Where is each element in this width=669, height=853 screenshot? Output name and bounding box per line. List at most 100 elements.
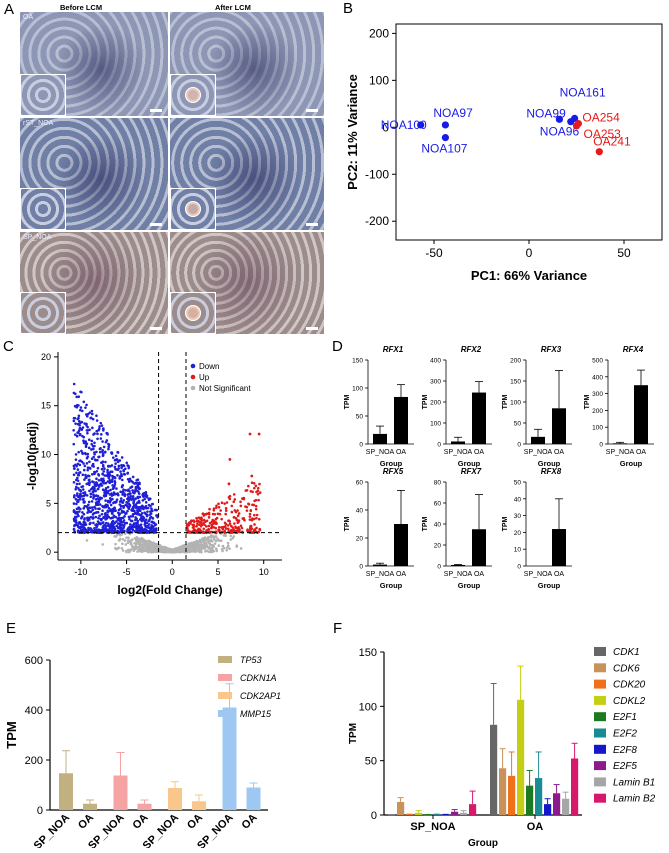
not-significant-point	[127, 536, 130, 540]
up-point	[205, 512, 209, 516]
down-point	[102, 445, 106, 449]
plot-frame	[395, 23, 663, 241]
down-point	[133, 491, 136, 495]
down-point	[123, 529, 126, 533]
down-point	[106, 500, 110, 504]
down-point	[81, 426, 85, 429]
down-point	[106, 468, 109, 472]
down-point	[106, 485, 110, 489]
down-point	[142, 516, 145, 520]
down-point	[80, 409, 84, 413]
down-point	[96, 432, 99, 436]
down-point	[151, 517, 155, 520]
down-point	[81, 488, 85, 491]
y-tick-label: 20	[356, 536, 364, 543]
down-point	[110, 451, 113, 454]
not-significant-point	[129, 542, 133, 546]
not-significant-point	[209, 539, 213, 542]
down-point	[80, 428, 84, 431]
up-point	[236, 521, 240, 525]
down-point	[72, 391, 76, 395]
bar	[469, 804, 477, 815]
down-point	[72, 464, 76, 468]
y-tick-label: 300	[430, 379, 441, 386]
down-point	[93, 486, 96, 490]
down-point	[90, 472, 94, 476]
x-tick-label: OA	[130, 812, 150, 832]
x-axis-label: Group	[538, 459, 561, 468]
not-significant-point	[154, 543, 157, 547]
x-tick-label: OA	[185, 812, 205, 832]
down-point	[136, 521, 139, 525]
down-point	[131, 509, 134, 513]
down-point	[102, 470, 106, 473]
down-point	[114, 462, 117, 465]
down-point	[94, 481, 98, 484]
pca-point-label: NOA99	[526, 106, 566, 120]
down-point	[124, 467, 127, 471]
down-point	[78, 526, 81, 530]
down-point	[133, 525, 136, 529]
down-point	[90, 529, 93, 533]
down-point	[110, 516, 114, 520]
legend-marker	[190, 385, 196, 391]
rfx-subplot: RFX4 0 100 200 300 400 500 TPM SP_NOA OA Group	[584, 345, 654, 468]
not-significant-point	[152, 547, 155, 550]
down-point	[122, 519, 126, 522]
down-point	[78, 408, 82, 412]
down-point	[150, 520, 154, 524]
down-point	[108, 481, 112, 485]
down-point	[82, 468, 86, 472]
down-point	[74, 422, 77, 425]
down-point	[115, 498, 119, 501]
y-axis-label: TPM	[422, 516, 429, 531]
y-axis-label: PC2: 11% Variance	[345, 74, 360, 190]
col-title-after: After LCM	[215, 3, 251, 12]
down-point	[110, 520, 114, 524]
y-tick-label: 0	[359, 564, 363, 571]
down-point	[138, 495, 142, 499]
up-point	[196, 522, 199, 526]
down-point	[140, 507, 143, 510]
down-point	[119, 504, 123, 508]
legend-label: MMP15	[240, 709, 272, 719]
down-point	[113, 483, 117, 486]
not-significant-point	[229, 534, 233, 538]
subplot-title: RFX4	[623, 345, 644, 354]
up-point	[214, 506, 218, 510]
y-tick-label: 0	[37, 805, 43, 817]
down-point	[91, 417, 95, 421]
down-point	[78, 471, 81, 474]
legend-label: Not Significant	[199, 384, 251, 393]
down-point	[143, 497, 146, 501]
down-point	[107, 442, 110, 446]
legend-label: E2F5	[613, 761, 637, 772]
subplot-title: RFX2	[461, 345, 482, 354]
down-point	[130, 498, 133, 501]
rfx-subplot: RFX7 0 20 40 60 80 TPM SP_NOA OA Group	[422, 467, 492, 590]
down-point	[131, 515, 135, 518]
legend-swatch	[594, 744, 606, 754]
not-significant-point	[220, 547, 224, 551]
legend-label: CDK6	[613, 663, 640, 674]
down-point	[76, 513, 79, 516]
not-significant-point	[221, 544, 225, 548]
inset-magnification	[170, 74, 216, 116]
scale-bar	[306, 327, 318, 330]
down-point	[87, 500, 91, 504]
y-tick-label: 15	[41, 401, 51, 411]
down-point	[113, 476, 117, 480]
down-point	[103, 527, 106, 531]
down-point	[82, 512, 86, 516]
down-point	[120, 511, 124, 514]
down-point	[86, 519, 90, 522]
not-significant-point	[225, 548, 229, 552]
down-point	[125, 521, 129, 525]
up-point	[254, 504, 258, 508]
down-point	[94, 523, 97, 527]
down-point	[152, 531, 156, 534]
up-point	[253, 523, 256, 526]
down-point	[76, 462, 80, 466]
down-point	[127, 480, 131, 483]
x-tick-label: -5	[123, 567, 131, 577]
